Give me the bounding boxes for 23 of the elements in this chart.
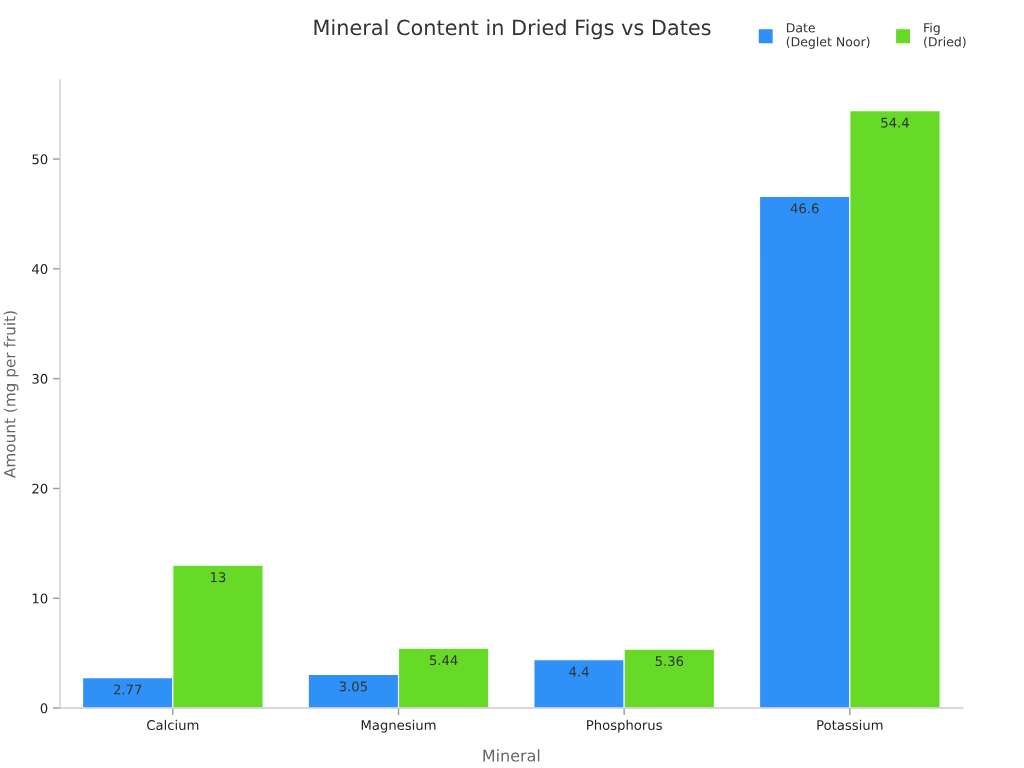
y-tick-label: 50 (32, 154, 48, 165)
x-tick-label: Magnesium (361, 719, 436, 733)
y-tick-label: 10 (32, 593, 48, 604)
data-label: 54.4 (881, 117, 909, 128)
y-axis-title: Amount (mg per fruit) (3, 311, 19, 478)
data-label: 46.6 (790, 203, 819, 214)
y-tick-label: 40 (32, 264, 48, 275)
data-label: 4.4 (569, 666, 589, 677)
data-label: 2.77 (113, 684, 142, 695)
y-tick-label: 0 (40, 703, 48, 714)
y-tick-label: 20 (32, 483, 48, 494)
x-tick-label: Calcium (147, 719, 199, 731)
data-label: 5.44 (429, 655, 458, 666)
legend-label: Fig (Dried) (924, 22, 966, 48)
data-label: 3.05 (339, 681, 367, 692)
data-label: 5.36 (655, 656, 684, 667)
x-tick-label: Potassium (817, 719, 883, 731)
legend-label: Date (Deglet Noor) (786, 23, 870, 49)
data-label: 13 (211, 572, 226, 583)
x-axis-title: Mineral (483, 749, 540, 762)
chart-title: Mineral Content in Dried Figs vs Dates (314, 19, 711, 40)
y-tick-label: 30 (32, 373, 48, 384)
x-tick-label: Phosphorus (587, 719, 662, 733)
